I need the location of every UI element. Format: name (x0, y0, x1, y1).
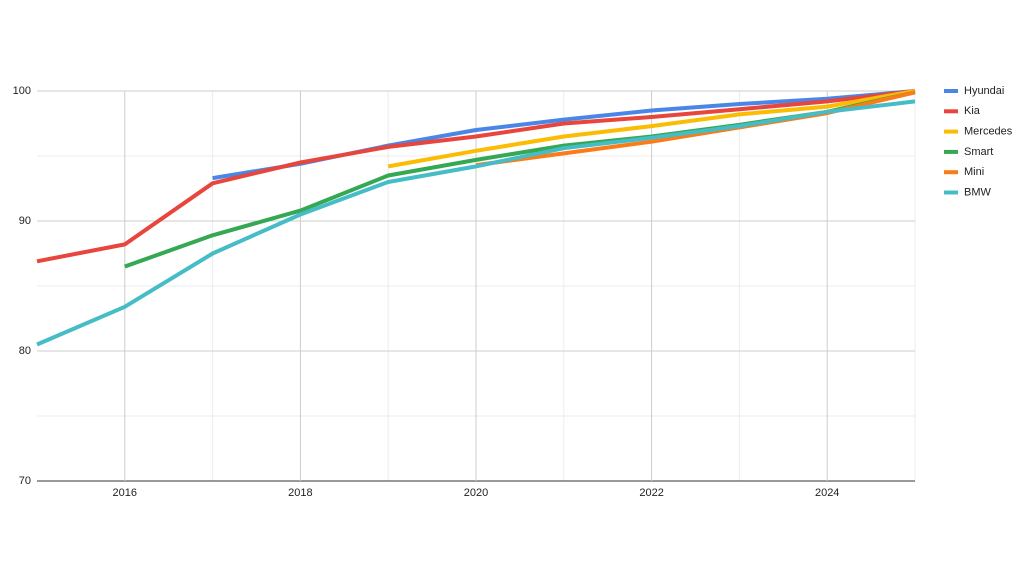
y-tick-label: 70 (19, 475, 31, 487)
x-tick-label: 2016 (113, 487, 137, 499)
y-tick-label: 90 (19, 215, 31, 227)
series-line (36, 89, 916, 264)
x-tick-label: 2024 (815, 487, 839, 499)
legend-swatch (944, 190, 958, 195)
y-tick-label: 100 (13, 85, 31, 97)
x-tick-label: 2022 (639, 487, 663, 499)
legend-label: Smart (964, 146, 993, 158)
y-tick-label: 80 (19, 345, 31, 357)
series-line (36, 99, 916, 347)
x-tick-label: 2018 (288, 487, 312, 499)
legend-swatch (944, 109, 958, 114)
legend-swatch (944, 170, 958, 175)
legend-swatch (944, 149, 958, 154)
legend-label: BMW (964, 186, 992, 198)
legend-swatch (944, 89, 958, 93)
legend-label: Kia (964, 105, 981, 117)
legend-label: Hyundai (964, 85, 1004, 97)
legend-swatch (944, 129, 958, 134)
legend-label: Mini (964, 166, 984, 178)
legend-label: Mercedes (964, 126, 1013, 138)
x-tick-label: 2020 (464, 487, 488, 499)
series-line (387, 89, 916, 169)
